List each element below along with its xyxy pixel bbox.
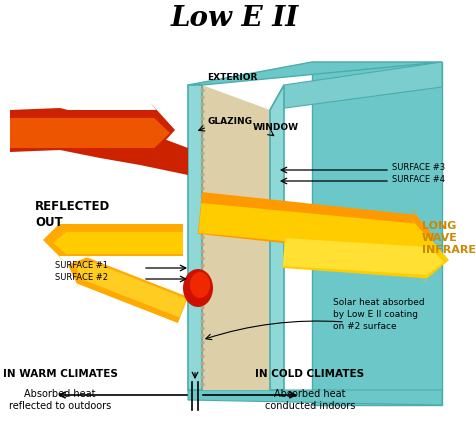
FancyArrow shape xyxy=(75,259,187,317)
FancyArrow shape xyxy=(43,218,183,262)
Text: SURFACE #1: SURFACE #1 xyxy=(55,262,108,271)
Text: SURFACE #2: SURFACE #2 xyxy=(55,272,108,281)
Text: SURFACE #3: SURFACE #3 xyxy=(392,164,445,172)
Polygon shape xyxy=(188,390,442,405)
Text: GLAZING: GLAZING xyxy=(207,117,252,126)
Text: Solar heat absorbed
by Low E II coating
on #2 surface: Solar heat absorbed by Low E II coating … xyxy=(333,298,425,331)
Text: IN COLD CLIMATES: IN COLD CLIMATES xyxy=(256,369,365,379)
Text: Absorbed heat
conducted indoors: Absorbed heat conducted indoors xyxy=(265,389,355,411)
Polygon shape xyxy=(10,108,188,175)
Polygon shape xyxy=(312,62,442,405)
FancyArrow shape xyxy=(68,255,188,323)
Polygon shape xyxy=(202,85,270,390)
FancyArrow shape xyxy=(10,112,170,154)
Polygon shape xyxy=(270,85,284,390)
Text: LONG
WAVE
INFRARED: LONG WAVE INFRARED xyxy=(422,220,476,255)
FancyArrow shape xyxy=(283,238,444,280)
Text: IN WARM CLIMATES: IN WARM CLIMATES xyxy=(2,369,118,379)
FancyArrow shape xyxy=(10,103,175,158)
Polygon shape xyxy=(270,62,442,110)
FancyArrow shape xyxy=(198,192,435,262)
Ellipse shape xyxy=(183,269,213,307)
Polygon shape xyxy=(188,62,442,85)
Text: EXTERIOR: EXTERIOR xyxy=(207,74,257,83)
FancyArrow shape xyxy=(53,228,183,258)
FancyArrow shape xyxy=(283,228,449,285)
Text: REFLECTED
OUT: REFLECTED OUT xyxy=(35,200,110,229)
Text: Absorbed heat
reflected to outdoors: Absorbed heat reflected to outdoors xyxy=(9,389,111,411)
Polygon shape xyxy=(188,85,202,390)
Ellipse shape xyxy=(190,272,210,298)
FancyArrow shape xyxy=(198,203,430,258)
Text: WINDOW: WINDOW xyxy=(253,123,299,132)
Text: SURFACE #4: SURFACE #4 xyxy=(392,174,445,184)
Text: Low E II: Low E II xyxy=(171,4,299,32)
